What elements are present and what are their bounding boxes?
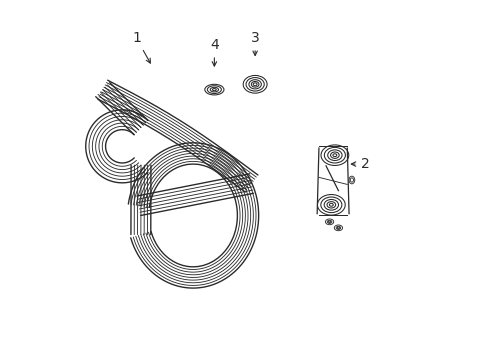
Text: 4: 4 xyxy=(209,38,218,66)
Text: 2: 2 xyxy=(350,157,368,171)
Text: 3: 3 xyxy=(250,31,259,55)
Text: 1: 1 xyxy=(132,31,150,63)
